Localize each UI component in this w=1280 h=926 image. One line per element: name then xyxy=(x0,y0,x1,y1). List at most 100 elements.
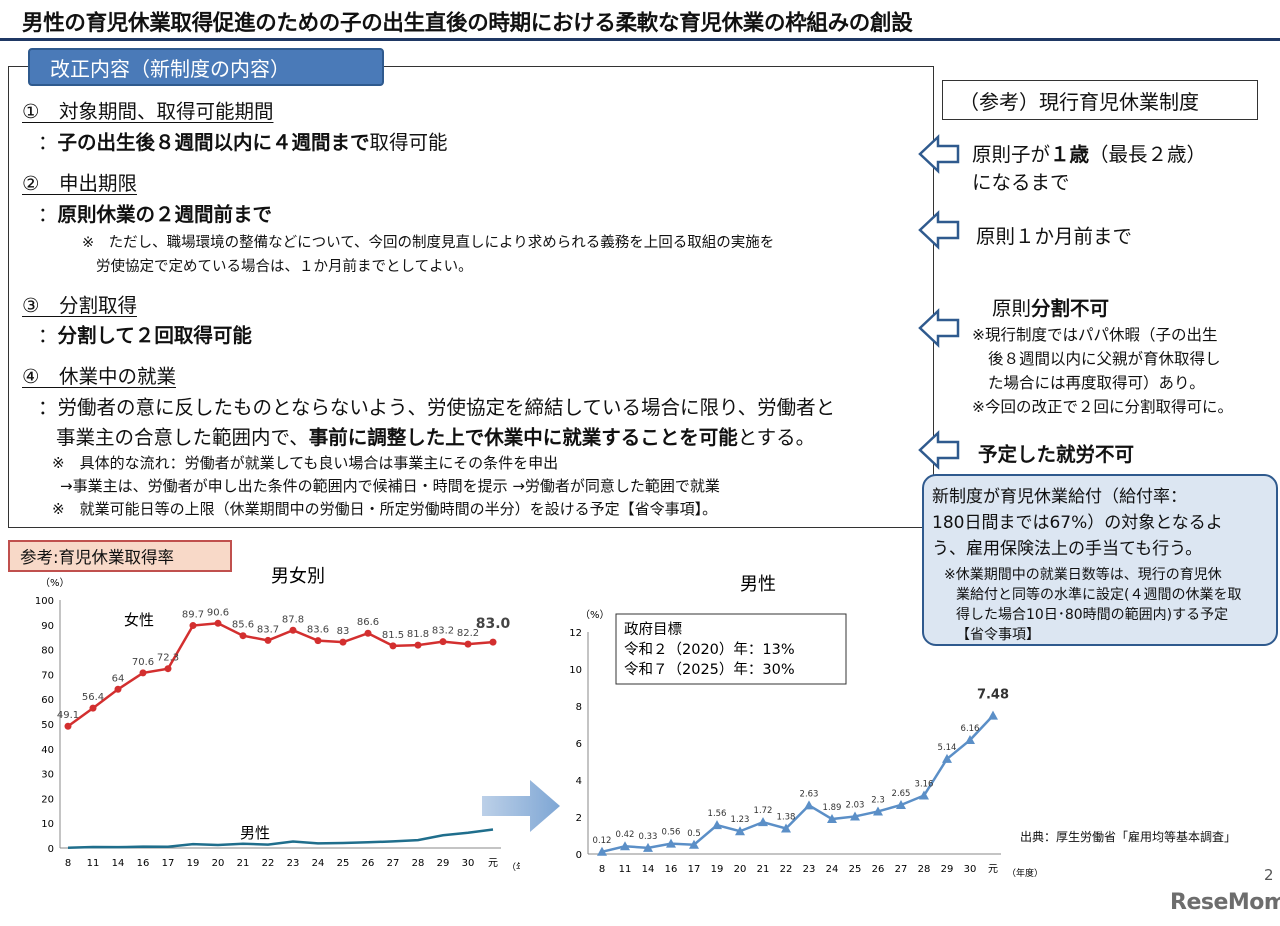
data-point xyxy=(314,637,322,645)
data-point xyxy=(781,823,791,833)
x-tick-label: 24 xyxy=(312,858,325,869)
reference-tag: 参考:育児休業取得率 xyxy=(8,540,232,572)
x-tick-label: 26 xyxy=(362,858,375,869)
x-tick-label: 30 xyxy=(462,858,475,869)
item1-heading: ① 対象期間、取得可能期間 xyxy=(22,100,274,123)
data-point xyxy=(339,638,347,646)
data-point xyxy=(666,838,676,848)
data-point xyxy=(464,640,472,648)
y-tick-label: 0 xyxy=(48,844,54,855)
x-tick-label: 27 xyxy=(895,864,908,875)
x-tick-label: 25 xyxy=(849,864,862,875)
data-label: 0.42 xyxy=(616,830,635,840)
data-label: 56.4 xyxy=(82,692,104,703)
x-tick-label: 26 xyxy=(872,864,885,875)
data-label: 0.12 xyxy=(593,836,612,846)
data-point xyxy=(389,642,397,650)
data-label: 0.5 xyxy=(687,829,701,839)
title-rule xyxy=(0,38,1280,41)
government-target-line: 令和２（2020）年：13% xyxy=(624,641,795,658)
data-label: 81.8 xyxy=(407,629,429,640)
resemom-logo: ReseMom xyxy=(1170,890,1280,915)
data-point xyxy=(114,685,122,693)
data-label: 5.14 xyxy=(938,743,957,753)
data-point xyxy=(735,826,745,836)
ref4-text: 予定した就労不可 xyxy=(978,443,1135,466)
x-tick-label: 14 xyxy=(642,864,655,875)
data-point xyxy=(289,626,297,634)
x-tick-label: 22 xyxy=(262,858,275,869)
y-tick-label: 90 xyxy=(41,621,54,632)
government-target-line: 政府目標 xyxy=(624,621,682,638)
data-point xyxy=(414,641,422,649)
ref3-note3: た場合には再度取得可）あり。 xyxy=(988,374,1205,392)
data-label: 85.6 xyxy=(232,620,254,631)
data-label: 7.48 xyxy=(977,688,1009,703)
item4-note1: ※ 具体的な流れ：労働者が就業しても良い場合は事業主にその条件を申出 xyxy=(52,454,559,472)
data-point xyxy=(873,806,883,816)
series-name-female: 女性 xyxy=(124,611,154,629)
data-label: 90.6 xyxy=(207,607,229,618)
y-tick-label: 50 xyxy=(41,720,54,731)
benefit-line2: 180日間までは67%）の対象となるよ xyxy=(932,513,1223,533)
data-point xyxy=(965,735,975,745)
data-label: 2.03 xyxy=(846,800,865,810)
data-label: 83.7 xyxy=(257,624,279,635)
item2-heading: ② 申出期限 xyxy=(22,172,137,195)
chart-title: 男性 xyxy=(740,574,776,595)
data-label: 1.56 xyxy=(708,809,727,819)
benefit-line1: 新制度が育児休業給付（給付率： xyxy=(932,487,1187,507)
benefit-note2: 業給付と同等の水準に設定(４週間の休業を取 xyxy=(956,587,1242,603)
x-tick-label: 27 xyxy=(387,858,400,869)
y-tick-label: 2 xyxy=(576,813,582,824)
data-label: 0.33 xyxy=(639,832,658,842)
data-point xyxy=(988,710,998,720)
data-label: 2.65 xyxy=(892,789,911,799)
data-label: 1.38 xyxy=(777,812,796,822)
x-tick-label: 19 xyxy=(187,858,200,869)
data-point xyxy=(164,665,172,673)
data-label: 2.3 xyxy=(871,795,885,805)
x-tick-label: 25 xyxy=(337,858,350,869)
data-point xyxy=(64,722,72,730)
x-tick-label: 8 xyxy=(65,858,71,869)
x-tick-label: 16 xyxy=(665,864,678,875)
data-point xyxy=(896,799,906,809)
chart-title: 男女別 xyxy=(271,566,325,587)
y-tick-label: 10 xyxy=(569,665,582,676)
ref3-note4: ※今回の改正で２回に分割取得可に。 xyxy=(972,398,1233,416)
benefit-note4: 【省令事項】 xyxy=(956,627,1040,643)
y-tick-label: 8 xyxy=(576,702,582,713)
y-tick-label: 20 xyxy=(41,794,54,805)
data-point xyxy=(597,846,607,856)
data-point xyxy=(919,790,929,800)
new-system-box xyxy=(8,66,934,528)
data-label: 64 xyxy=(112,673,125,684)
arrow-left-icon xyxy=(918,308,960,348)
x-unit-label: （年度） xyxy=(1007,867,1040,879)
x-tick-label: 30 xyxy=(964,864,977,875)
y-tick-label: 70 xyxy=(41,670,54,681)
data-label: 1.89 xyxy=(823,803,842,813)
data-label: 83.6 xyxy=(307,625,329,636)
ref3-note2: 後８週間以内に父親が育休取得し xyxy=(988,350,1221,368)
x-tick-label: 21 xyxy=(237,858,250,869)
ref1-line1: 原則子が１歳（最長２歳） xyxy=(972,143,1207,166)
data-point xyxy=(689,839,699,849)
page-number: 2 xyxy=(1264,866,1274,884)
series-line-0 xyxy=(601,714,994,853)
government-target-line: 令和７（2025）年：30% xyxy=(624,661,795,678)
data-label: 83 xyxy=(337,626,350,637)
series-line-0 xyxy=(67,622,494,728)
data-label: 86.6 xyxy=(357,617,379,628)
item4-line1: ：労働者の意に反したものとならないよう、労使協定を締結している場合に限り、労働者… xyxy=(38,396,836,419)
data-point xyxy=(758,817,768,827)
big-arrow-icon xyxy=(482,780,560,832)
item2-note2: 労使協定で定めている場合は、１か月前までとしてよい。 xyxy=(96,259,473,275)
y-unit-label: （%） xyxy=(580,609,610,621)
series-line-1 xyxy=(67,828,494,849)
data-point xyxy=(804,800,814,810)
gender-chart: 男女別 （%） 0 10 20 30 40 50 60 70 80 90 100 8 11 14 16 17 19 2… xyxy=(35,566,520,873)
x-tick-label: 元 xyxy=(488,858,498,869)
